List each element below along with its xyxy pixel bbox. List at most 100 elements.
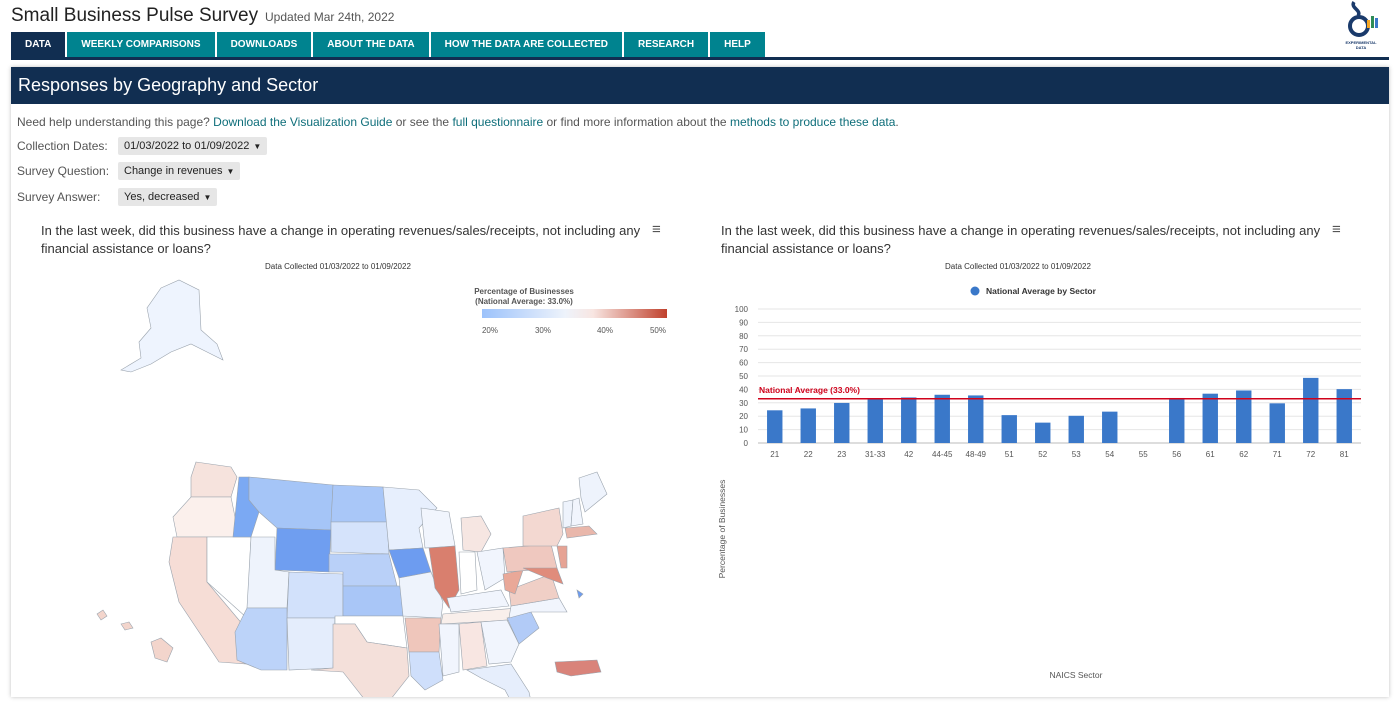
legend-swatch-icon [970,286,980,296]
state-alaska[interactable] [120,279,224,373]
content-panel: Responses by Geography and Sector Need h… [11,67,1389,697]
bar-sector-22[interactable] [800,408,816,443]
state-ohio[interactable] [476,547,506,591]
y-tick-label: 50 [739,372,748,381]
state-wisconsin[interactable] [420,507,456,549]
bar-sector-61[interactable] [1202,393,1218,443]
y-tick-label: 70 [739,345,748,354]
state-arkansas[interactable] [404,617,442,653]
caret-down-icon: ▼ [226,166,235,176]
x-tick-label: 54 [1105,450,1114,459]
state-colorado[interactable] [286,571,344,619]
y-tick-label: 40 [739,385,748,394]
x-tick-label: 55 [1139,450,1148,459]
survey-question-dropdown[interactable]: Change in revenues ▼ [118,162,241,180]
y-tick-label: 20 [739,412,748,421]
state-wyoming[interactable] [274,527,332,573]
state-maryland[interactable] [522,567,564,585]
tab-help[interactable]: HELP [710,32,765,57]
bar-sector-62[interactable] [1236,390,1252,443]
state-montana[interactable] [248,476,334,531]
state-south-dakota[interactable] [330,521,390,555]
sector-bar-chart: National Average by Sector 0 10 20 30 40 50 60… [717,286,1361,680]
bar-sector-31-33[interactable] [867,399,883,443]
state-indiana[interactable] [458,551,478,595]
state-delaware[interactable] [576,589,584,599]
state-georgia[interactable] [480,619,520,665]
state-new-york[interactable] [522,507,564,547]
bar-sector-51[interactable] [1001,415,1017,443]
bar-sector-54[interactable] [1102,411,1118,443]
bar-sector-81[interactable] [1336,389,1352,443]
x-tick-label: 71 [1273,450,1282,459]
bar-sector-71[interactable] [1269,403,1285,443]
survey-answer-row: Survey Answer: Yes, decreased ▼ [17,187,218,207]
bar-sector-23[interactable] [834,402,850,443]
map-menu-icon[interactable]: ≡ [652,221,661,238]
tab-research[interactable]: RESEARCH [623,32,709,57]
map-legend-tick: 30% [535,326,551,335]
visualization-guide-link[interactable]: Download the Visualization Guide [213,115,393,129]
x-tick-label: 44-45 [932,450,953,459]
panel-title: Responses by Geography and Sector [11,67,1389,104]
help-text-1: Need help understanding this page? [17,115,214,129]
state-oregon[interactable] [172,496,240,538]
updated-date: Updated Mar 24th, 2022 [265,10,395,24]
map-legend-tick: 20% [482,326,498,335]
bar-sector-72[interactable] [1303,377,1319,443]
state-new-hampshire[interactable] [570,497,584,527]
survey-answer-dropdown[interactable]: Yes, decreased ▼ [118,188,218,206]
x-tick-label: 48-49 [966,450,987,459]
state-kansas[interactable] [342,585,404,617]
bar-sector-56[interactable] [1169,397,1185,443]
map-chart-title: In the last week, did this business have… [41,223,641,256]
tab-about-the-data[interactable]: ABOUT THE DATA [313,32,429,57]
survey-answer-label: Survey Answer: [17,190,101,204]
state-arizona[interactable] [234,607,288,671]
tab-how-data-collected[interactable]: HOW THE DATA ARE COLLECTED [430,32,622,57]
bar-chart-subtitle: Data Collected 01/03/2022 to 01/09/2022 [945,262,1091,271]
map-legend-tick: 50% [650,326,666,335]
tab-weekly-comparisons[interactable]: WEEKLY COMPARISONS [67,32,215,57]
state-hawaii[interactable] [96,609,174,663]
bar-chart-menu-icon[interactable]: ≡ [1332,221,1341,238]
x-tick-label: 62 [1239,450,1248,459]
legend-label[interactable]: National Average by Sector [986,286,1097,296]
state-florida[interactable] [466,663,535,697]
state-massachusetts[interactable] [564,525,598,539]
x-axis-title: NAICS Sector [1050,670,1103,680]
state-michigan[interactable] [460,515,492,553]
map-legend-gradient [482,309,667,318]
tab-downloads[interactable]: DOWNLOADS [216,32,312,57]
state-new-mexico[interactable] [286,617,336,671]
state-mississippi[interactable] [438,623,460,677]
x-tick-label: 53 [1072,450,1081,459]
bar-sector-44-45[interactable] [934,394,950,443]
bar-sector-53[interactable] [1068,415,1084,443]
bar-sector-21[interactable] [767,410,783,443]
state-texas[interactable] [310,623,410,697]
tab-data[interactable]: DATA [11,32,66,57]
methods-link[interactable]: methods to produce these data [729,115,896,129]
bar-sector-42[interactable] [901,397,917,443]
y-tick-label: 100 [735,305,749,314]
collection-dates-dropdown[interactable]: 01/03/2022 to 01/09/2022 ▼ [118,137,268,155]
bar-sector-52[interactable] [1035,422,1051,443]
experimental-data-logo-icon [1348,1,1378,37]
collection-dates-row: Collection Dates: 01/03/2022 to 01/09/20… [17,136,268,156]
x-tick-label: 56 [1172,450,1181,459]
questionnaire-link[interactable]: full questionnaire [452,115,544,129]
state-new-jersey[interactable] [556,545,568,569]
state-maine[interactable] [578,471,608,513]
state-alabama[interactable] [458,621,488,671]
state-north-dakota[interactable] [330,484,388,523]
territory-puerto-rico[interactable] [554,659,602,677]
bar-sector-48-49[interactable] [968,395,984,443]
state-louisiana[interactable] [408,651,444,691]
map-legend-title: Percentage of Businesses [474,287,574,296]
map-legend-tick: 40% [597,326,613,335]
state-missouri[interactable] [398,571,444,619]
state-virginia[interactable] [508,573,560,607]
state-kentucky[interactable] [446,589,510,613]
state-washington[interactable] [190,461,238,498]
